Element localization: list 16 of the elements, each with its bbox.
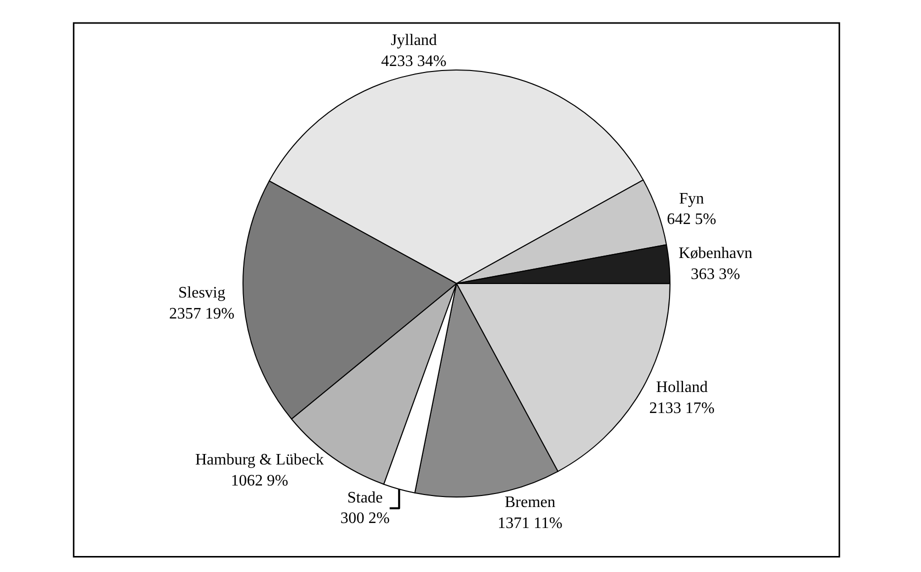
data-label: 642 5% bbox=[666, 211, 716, 228]
slice-label: Slesvig bbox=[178, 284, 226, 302]
slice-label: Bremen bbox=[504, 494, 556, 512]
data-label: 300 2% bbox=[340, 510, 390, 528]
slice-label: Fyn bbox=[679, 190, 704, 208]
data-label: 4233 34% bbox=[381, 53, 446, 70]
data-label: 363 3% bbox=[690, 266, 740, 283]
data-label: 1062 9% bbox=[230, 472, 288, 490]
data-label: 2357 19% bbox=[169, 305, 234, 322]
slice-label: Jylland bbox=[390, 32, 437, 50]
slice-label: Holland bbox=[656, 379, 708, 396]
data-label: 2133 17% bbox=[649, 400, 715, 417]
data-label: 1371 11% bbox=[498, 515, 562, 532]
slice-label: København bbox=[678, 245, 752, 262]
slice-label: Stade bbox=[347, 489, 383, 506]
slice-label: Hamburg & Lübeck bbox=[195, 452, 324, 469]
